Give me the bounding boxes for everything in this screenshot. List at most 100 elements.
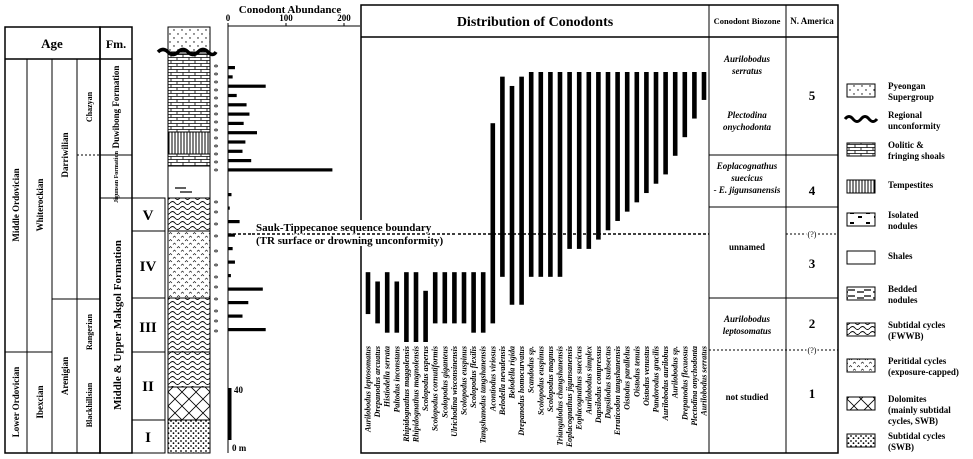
legend-swatch-2: [846, 142, 876, 157]
svg-text:*: *: [214, 79, 219, 90]
range-bar-26: [615, 72, 620, 221]
species-label-20: Triangulodus changshanensis: [556, 346, 565, 446]
scale-bar: [228, 388, 232, 440]
species-label-15: Belodella rigida: [508, 346, 517, 400]
legend-label-8-1: (exposure-capped): [888, 367, 959, 377]
svg-text:*: *: [214, 71, 219, 82]
range-bar-35: [701, 72, 707, 100]
svg-text:*: *: [214, 248, 219, 259]
svg-text:*: *: [214, 308, 219, 319]
svg-text:*: *: [214, 296, 219, 307]
abundance-bar-upper-9: [228, 149, 243, 153]
species-label-22: Eoplacognathus suecicus: [575, 346, 584, 431]
legend-label-6-0: Bedded: [888, 284, 917, 294]
legend-label-2-1: fringing shoals: [888, 151, 945, 161]
abundance-bar-lower-9: [228, 314, 243, 318]
abundance-bar-upper-5: [228, 112, 250, 116]
zone-not-studied: not studied: [726, 392, 769, 402]
range-bar-31: [663, 72, 668, 175]
species-label-10: Scolopodus euspinus: [460, 346, 469, 415]
species-labels: Aurilobodus leptosomatus Drepanodus arcua…: [364, 346, 709, 448]
scale-bar-bottom-label: 0 m: [232, 443, 247, 453]
svg-text:*: *: [214, 143, 219, 154]
legend-swatch-10: [846, 433, 876, 448]
svg-text:*: *: [214, 103, 219, 114]
substage-chazyan: Chazyan: [85, 91, 94, 122]
species-label-12: Tangshanodus tangshanensis: [479, 346, 488, 443]
species-label-25: Dapsilodus tsubsectus: [604, 346, 613, 420]
zone-leptosomatus-species: leptosomatus: [723, 326, 772, 336]
range-bar-12: [480, 272, 486, 333]
legend-label-9-0: Dolomites: [888, 394, 927, 404]
unit-v: V: [143, 208, 154, 224]
na-zone-5: 5: [809, 88, 816, 103]
species-label-35: Aurilobodus serratus: [700, 346, 709, 417]
legend-label-1-1: unconformity: [888, 121, 941, 131]
abundance-tick-100: 100: [279, 13, 293, 23]
abundance-bar-upper-3: [228, 93, 237, 98]
abundance-bar-lower-10: [228, 328, 266, 332]
range-bar-25: [605, 72, 611, 231]
species-label-32: Aurilobodus sp.: [671, 346, 680, 399]
legend-swatch-7: [846, 322, 876, 337]
zone-eoplacognathus-genus: Eoplacognathus: [716, 161, 778, 171]
formation-makgol: Middle & Upper Makgol Formation: [112, 240, 124, 410]
zone-eoplacognathus-species: suecicus: [730, 173, 763, 183]
unit-ii: II: [142, 379, 154, 395]
svg-text:*: *: [214, 221, 219, 232]
species-label-19: Scolopodus magnus: [546, 346, 555, 412]
range-bar-30: [653, 72, 659, 184]
abundance-bar-upper-4: [228, 103, 247, 107]
abundance-axis: [227, 23, 360, 453]
svg-text:*: *: [214, 111, 219, 122]
abundance-bar-upper-0: [228, 66, 235, 70]
boundary-label-line1: Sauk-Tippecanoe sequence boundary: [256, 222, 432, 234]
range-bar-7: [432, 272, 438, 324]
na-series-whiterockian: Whiterockian: [35, 179, 45, 232]
age-table: [4, 26, 166, 454]
species-label-13: Acontiodus viriosus: [488, 346, 497, 412]
abundance-bar-lower-8: [228, 301, 249, 305]
species-label-30: Pandorodus gracilis: [652, 346, 661, 412]
svg-text:*: *: [214, 318, 219, 329]
range-bar-14: [500, 76, 505, 277]
species-label-34: Plectodina onychodonta: [690, 346, 699, 426]
abundance-tick-200: 200: [337, 13, 351, 23]
age-header: Age: [41, 36, 63, 51]
range-bars: [365, 72, 707, 342]
range-bar-23: [586, 72, 592, 249]
na-zone-2: 2: [809, 316, 816, 331]
legend-label-0-1: Supergroup: [888, 92, 934, 102]
species-label-23: Aurilobodus simplex: [584, 346, 593, 415]
range-bar-17: [528, 72, 534, 277]
svg-text:*: *: [214, 328, 219, 339]
species-label-18: Scolopodus euspinus: [536, 346, 545, 415]
series-middle-ordovician: Middle Ordovician: [11, 168, 21, 241]
legend-swatch-6: [846, 286, 876, 301]
legend-label-10-1: (SWB): [888, 442, 914, 452]
svg-text:*: *: [214, 274, 219, 285]
abundance-bar-upper-1: [228, 75, 233, 79]
species-label-11: Scolopodus flexilis: [469, 346, 478, 408]
abundance-bar-lower-5: [228, 260, 235, 264]
zone-plectodina-species: onychodonta: [723, 122, 772, 132]
legend-swatch-5: [846, 250, 876, 265]
abundance-bar-upper-11: [228, 168, 333, 172]
unit-iv: IV: [140, 259, 157, 275]
na-zone-4: 4: [809, 183, 816, 198]
range-bar-10: [461, 272, 467, 324]
range-bar-27: [624, 72, 630, 212]
na-zone-3: 3: [809, 256, 816, 271]
zone-leptosomatus-genus: Aurilobodus: [723, 314, 771, 324]
legend-label-0-0: Pyeongan: [888, 81, 926, 91]
legend-label-9-1: (mainly subtidal: [888, 405, 951, 415]
species-label-1: Drepanodus arcuatus: [373, 346, 382, 418]
abundance-bar-upper-8: [228, 140, 246, 144]
sample-markers: **** **** **** ** **** **** ****: [214, 63, 219, 339]
species-label-26: Erraticodon tangshanensis: [613, 346, 622, 436]
range-bar-28: [634, 72, 640, 203]
legend-label-5-0: Shales: [888, 251, 913, 261]
legend-swatch-3: [846, 179, 876, 194]
abundance-tick-0: 0: [226, 13, 231, 23]
svg-text:*: *: [214, 87, 219, 98]
